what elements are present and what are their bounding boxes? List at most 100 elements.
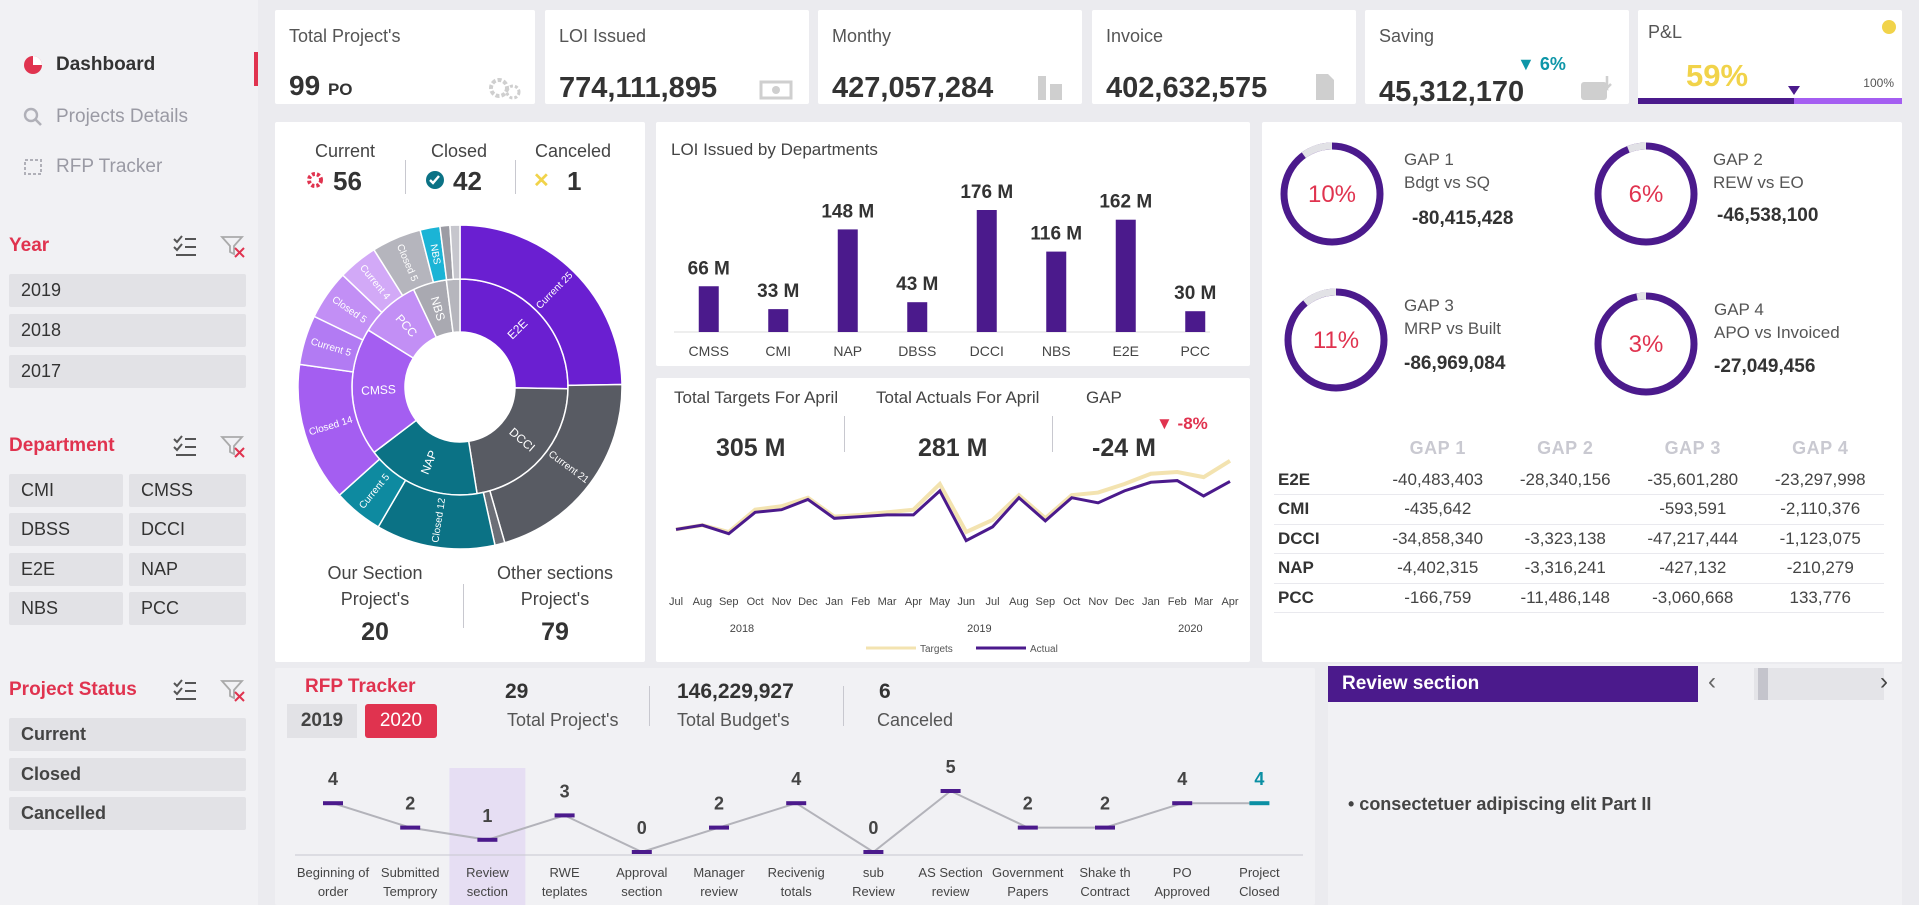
kpi-saving: Saving ▼ 6% 45,312,170 bbox=[1365, 10, 1629, 108]
status-option[interactable]: Current bbox=[9, 718, 246, 751]
status-option[interactable]: Cancelled bbox=[9, 797, 246, 830]
gap-ring-remainder bbox=[1301, 142, 1333, 159]
rfp-stage-label: PO bbox=[1173, 865, 1192, 880]
bar[interactable] bbox=[1046, 251, 1067, 332]
year-option[interactable]: 2018 bbox=[9, 314, 246, 347]
bar[interactable] bbox=[907, 302, 928, 332]
x-tick-label: NBS bbox=[1042, 343, 1071, 359]
current-label: Current bbox=[315, 141, 376, 161]
sunburst-label: CMSS bbox=[361, 382, 396, 398]
rfp-stage-marker[interactable] bbox=[631, 850, 652, 854]
rfp-stage-marker[interactable] bbox=[1017, 825, 1038, 830]
rfp-stage-label: Project bbox=[1239, 865, 1280, 880]
department-option[interactable]: PCC bbox=[129, 592, 246, 625]
kpi-value: 427,057,284 bbox=[832, 72, 994, 104]
x-tick-label: Aug bbox=[1009, 596, 1029, 608]
gap3-value: -86,969,084 bbox=[1404, 353, 1506, 374]
pie-icon bbox=[24, 56, 42, 74]
table-row[interactable]: E2E -40,483,403 -28,340,156 -35,601,280 -23,… bbox=[1274, 465, 1884, 495]
multi-select-icon[interactable] bbox=[172, 234, 198, 258]
active-indicator bbox=[254, 52, 258, 86]
sun-icon bbox=[1882, 20, 1896, 34]
table-row[interactable]: CMI -435,642 -593,591 -2,110,376 bbox=[1274, 494, 1884, 525]
year-option[interactable]: 2017 bbox=[9, 355, 246, 388]
rfp-stage-marker[interactable] bbox=[786, 801, 807, 806]
rfp-stage-marker[interactable] bbox=[863, 850, 884, 854]
bar[interactable] bbox=[837, 229, 858, 332]
targets-card: Total Targets For April 305 M Total Actu… bbox=[656, 378, 1250, 662]
loi-bar-chart[interactable]: 66 M CMSS 33 M CMI 148 M NAP 43 M DBSS 176 M DCCI… bbox=[656, 122, 1250, 366]
rfp-stage-marker[interactable] bbox=[1249, 801, 1270, 806]
next-icon[interactable]: › bbox=[1880, 668, 1888, 695]
department-option[interactable]: DCCI bbox=[129, 513, 246, 546]
rfp-stage-marker[interactable] bbox=[400, 825, 421, 830]
rfp-stage-label: Beginning of bbox=[297, 865, 370, 880]
rfp-total-projects-label: Total Project's bbox=[507, 710, 619, 730]
rfp-stage-marker[interactable] bbox=[1172, 801, 1193, 806]
x-tick-label: DCCI bbox=[970, 343, 1004, 359]
targets-actual-line-chart[interactable]: Jul Aug Sep Oct Nov Dec Jan Feb Mar Apr May Jun Jul A… bbox=[656, 378, 1250, 662]
multi-select-icon[interactable] bbox=[172, 678, 198, 702]
previous-icon[interactable]: ‹ bbox=[1708, 668, 1716, 695]
table-row[interactable]: DCCI -34,858,340 -3,323,138 -47,217,444 -1,1… bbox=[1274, 524, 1884, 554]
department-option[interactable]: E2E bbox=[9, 553, 123, 586]
rfp-stage-marker[interactable] bbox=[554, 813, 575, 818]
department-option[interactable]: NBS bbox=[9, 592, 123, 625]
x-tick-label: DBSS bbox=[898, 343, 936, 359]
department-option[interactable]: NAP bbox=[129, 553, 246, 586]
table-row[interactable]: NAP -4,402,315 -3,316,241 -427,132 -210,279 bbox=[1274, 553, 1884, 584]
year-option[interactable]: 2019 bbox=[9, 274, 246, 307]
x-tick-label: E2E bbox=[1113, 343, 1139, 359]
department-option[interactable]: CMI bbox=[9, 474, 123, 507]
x-tick-label: May bbox=[929, 596, 950, 608]
scrollbar-thumb[interactable] bbox=[1758, 668, 1768, 700]
rfp-stage-label: Review bbox=[852, 884, 895, 899]
rfp-stage-marker[interactable] bbox=[323, 801, 343, 806]
rfp-stage-value: 2 bbox=[714, 794, 724, 814]
rfp-stage-marker[interactable] bbox=[477, 837, 498, 842]
multi-select-icon[interactable] bbox=[172, 434, 198, 458]
pl-max-label: 100% bbox=[1863, 76, 1894, 90]
nav-dashboard[interactable]: Dashboard bbox=[22, 54, 155, 76]
clear-filter-icon[interactable] bbox=[220, 434, 246, 458]
x-tick-label: Feb bbox=[851, 596, 870, 608]
gap-label: GAP bbox=[1086, 388, 1122, 407]
rfp-canceled-value: 6 bbox=[879, 680, 891, 703]
rfp-stage-marker[interactable] bbox=[940, 789, 961, 793]
rfp-stage-marker[interactable] bbox=[1095, 825, 1115, 830]
rfp-stage-label: Manager bbox=[693, 865, 745, 880]
bar[interactable] bbox=[768, 309, 789, 332]
bar[interactable] bbox=[976, 210, 997, 332]
series-line-actual[interactable] bbox=[675, 479, 1231, 543]
divider bbox=[649, 686, 650, 726]
nav-projects-details[interactable]: Projects Details bbox=[22, 106, 188, 128]
series-line-targets[interactable] bbox=[675, 459, 1232, 535]
building-icon bbox=[1038, 76, 1062, 100]
status-option[interactable]: Closed bbox=[9, 758, 246, 791]
x-tick-label: Mar bbox=[1194, 596, 1213, 608]
bar[interactable] bbox=[698, 286, 719, 332]
gap-percent: 3% bbox=[1629, 331, 1664, 358]
department-option[interactable]: DBSS bbox=[9, 513, 123, 546]
rfp-stage-marker[interactable] bbox=[709, 825, 729, 830]
rfp-year-2019[interactable]: 2019 bbox=[287, 704, 357, 738]
clear-filter-icon[interactable] bbox=[220, 678, 246, 702]
rfp-stage-value: 4 bbox=[328, 769, 338, 789]
kpi-value: 99 PO bbox=[289, 70, 353, 101]
rfp-stage-label: AS Section bbox=[918, 865, 982, 880]
rfp-canceled-label: Canceled bbox=[877, 710, 954, 730]
gap-delta: ▼ -8% bbox=[1156, 414, 1208, 433]
nav-rfp-tracker[interactable]: RFP Tracker bbox=[22, 156, 162, 178]
department-option[interactable]: CMSS bbox=[129, 474, 246, 507]
table-row[interactable]: PCC -166,759 -11,486,148 -3,060,668 133,776 bbox=[1274, 583, 1884, 613]
rfp-stage-chart[interactable]: 4 Beginning of order 2 Submitted Temprory 1 Rev… bbox=[275, 668, 1315, 905]
year-label: 2020 bbox=[1178, 623, 1202, 635]
sunburst-segment[interactable] bbox=[449, 224, 461, 281]
review-scrollbar[interactable] bbox=[1754, 668, 1884, 700]
bar[interactable] bbox=[1185, 311, 1206, 332]
clear-filter-icon[interactable] bbox=[220, 234, 246, 258]
rfp-year-2020[interactable]: 2020 bbox=[365, 704, 437, 738]
x-tick-label: Dec bbox=[798, 596, 818, 608]
bar[interactable] bbox=[1115, 219, 1136, 332]
